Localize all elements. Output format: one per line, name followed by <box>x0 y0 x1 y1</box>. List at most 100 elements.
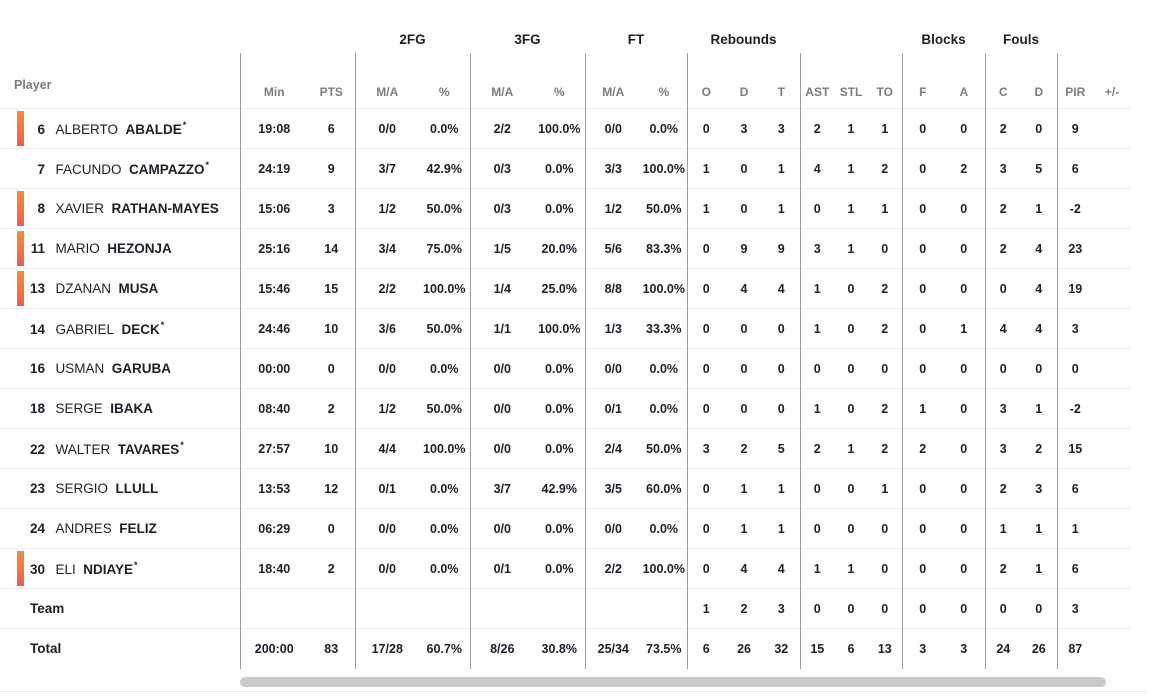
player-name-cell: 16 USMAN GARUBA <box>0 349 240 389</box>
col-header-reb-o: O <box>686 53 726 109</box>
stat-2fg-pct: 0.0% <box>430 561 459 576</box>
player-last-name: NDIAYE <box>83 561 134 577</box>
stat-reb-o: 6 <box>686 628 726 669</box>
stat-pir: 87 <box>1056 628 1094 669</box>
player-row[interactable]: 18 SERGE IBAKA 08:40 2 1/2 50.0% 0/0 0.0… <box>0 388 1132 429</box>
stat-ft-pct: 33.3% <box>646 321 682 336</box>
player-row[interactable]: 11 MARIO HEZONJA 25:16 14 3/4 75.0% 1/5 … <box>0 228 1132 269</box>
player-name-cell: 11 MARIO HEZONJA <box>0 229 240 269</box>
player-name-cell: 6 ALBERTO ABALDE* <box>0 109 240 149</box>
stat-ast: 0 <box>799 348 835 389</box>
player-last-name: CAMPAZZO <box>128 161 205 177</box>
stat-2fg-pct: 0.0% <box>430 481 459 496</box>
team-row: Team 1 2 3 0 0 0 0 0 0 0 3 <box>0 588 1132 629</box>
player-row[interactable]: 6 ALBERTO ABALDE* 19:08 6 0/0 0.0% 2/2 1… <box>0 108 1132 149</box>
stat-blk-f: 0 <box>901 108 944 149</box>
player-row[interactable]: 7 FACUNDO CAMPAZZO* 24:19 9 3/7 42.9% 0/… <box>0 148 1132 189</box>
player-row[interactable]: 16 USMAN GARUBA 00:00 0 0/0 0.0% 0/0 0.0… <box>0 348 1132 389</box>
stat-pir: 0 <box>1056 348 1094 389</box>
col-header-pir: PIR <box>1056 53 1094 109</box>
stat-2fg-ma: 2/2 <box>354 268 419 309</box>
player-row[interactable]: 14 GABRIEL DECK* 24:46 10 3/6 50.0% 1/1 … <box>0 308 1132 349</box>
stat-foul-c: 3 <box>984 148 1022 189</box>
player-row[interactable]: 13 DZANAN MUSA 15:46 15 2/2 100.0% 1/4 2… <box>0 268 1132 309</box>
stat-3fg-pct: 0.0% <box>545 361 574 376</box>
player-name-cell: 22 WALTER TAVARES* <box>0 429 240 469</box>
player-first-name: XAVIER <box>55 201 104 216</box>
stat-reb-o: 0 <box>686 268 726 309</box>
stat-to: 2 <box>881 161 889 176</box>
group-header-ft: FT <box>627 31 645 47</box>
player-first-name: USMAN <box>55 361 105 376</box>
stat-pts: 2 <box>327 561 335 576</box>
horizontal-scrollbar-thumb[interactable] <box>240 677 1106 687</box>
stat-to: 2 <box>881 441 889 456</box>
stat-2fg-ma: 0/0 <box>354 348 419 389</box>
stat-3fg-ma: 2/2 <box>469 108 535 149</box>
stat-reb-t: 0 <box>777 361 785 376</box>
player-first-name: FACUNDO <box>55 161 122 177</box>
stat-blk-a: 3 <box>960 641 968 656</box>
stat-reb-o: 1 <box>686 588 726 629</box>
stat-reb-d: 0 <box>740 161 748 176</box>
stat-blk-a: 0 <box>960 121 968 136</box>
stat-reb-t: 1 <box>777 161 785 176</box>
stat-reb-t: 3 <box>777 121 785 136</box>
stat-foul-d: 5 <box>1035 161 1043 176</box>
stat-foul-d: 1 <box>1035 201 1043 216</box>
player-name-cell: 14 GABRIEL DECK* <box>0 309 240 349</box>
player-name-cell: 23 SERGIO LLULL <box>0 469 240 509</box>
box-score-panel: 2FG 3FG FT Rebounds Blocks Fouls Player … <box>0 25 1161 698</box>
player-first-name: ELI <box>55 561 76 577</box>
player-last-name: MUSA <box>118 281 159 296</box>
player-last-name: TAVARES <box>117 441 180 457</box>
stat-stl: 0 <box>847 401 855 416</box>
col-header-min: Min <box>239 53 308 109</box>
col-header-stl: STL <box>839 85 863 99</box>
player-rows-body: 6 ALBERTO ABALDE* 19:08 6 0/0 0.0% 2/2 1… <box>0 108 1132 589</box>
stat-to: 0 <box>881 241 889 256</box>
stat-reb-t: 1 <box>777 481 785 496</box>
stat-blk-a: 0 <box>960 281 968 296</box>
stat-stl: 1 <box>847 161 855 176</box>
stat-foul-d: 26 <box>1031 641 1046 656</box>
stat-min: 08:40 <box>239 388 308 429</box>
stat-pir: 9 <box>1056 108 1094 149</box>
stat-reb-t: 9 <box>777 241 785 256</box>
stat-3fg-ma: 8/26 <box>469 628 535 669</box>
stat-2fg-ma: 3/6 <box>354 308 419 349</box>
group-header-rebounds: Rebounds <box>710 31 777 47</box>
stat-reb-t: 1 <box>777 201 785 216</box>
player-last-name: GARUBA <box>111 361 171 376</box>
stat-2fg-ma: 0/0 <box>354 108 419 149</box>
stat-reb-o: 0 <box>686 388 726 429</box>
player-row[interactable]: 30 ELI NDIAYE* 18:40 2 0/0 0.0% 0/1 0.0%… <box>0 548 1132 589</box>
stat-blk-f: 0 <box>901 588 944 629</box>
group-header-row: 2FG 3FG FT Rebounds Blocks Fouls <box>0 25 1131 53</box>
stat-ft-pct: 100.0% <box>642 561 685 576</box>
stat-ft-pct <box>641 589 687 629</box>
stat-ft-ma: 1/2 <box>584 188 642 229</box>
stat-blk-a: 0 <box>960 401 968 416</box>
player-row[interactable]: 8 XAVIER RATHAN-MAYES 15:06 3 1/2 50.0% … <box>0 188 1132 229</box>
stat-2fg-pct: 50.0% <box>426 201 462 216</box>
stat-pts: 9 <box>327 161 335 176</box>
stat-2fg-ma: 3/7 <box>354 148 419 189</box>
stat-pir: 1 <box>1056 508 1094 549</box>
stat-ast: 0 <box>799 188 835 229</box>
stat-3fg-pct: 100.0% <box>538 321 581 336</box>
stat-reb-t: 3 <box>777 601 785 616</box>
stat-foul-c: 0 <box>984 268 1022 309</box>
stat-2fg-ma: 3/4 <box>354 228 419 269</box>
stat-pir: 6 <box>1056 548 1094 589</box>
stat-stl: 1 <box>847 241 855 256</box>
stat-blk-a: 0 <box>960 601 968 616</box>
player-row[interactable]: 22 WALTER TAVARES* 27:57 10 4/4 100.0% 0… <box>0 428 1132 469</box>
player-name-cell: 7 FACUNDO CAMPAZZO* <box>0 149 240 189</box>
stat-foul-d: 0 <box>1035 601 1043 616</box>
player-row[interactable]: 23 SERGIO LLULL 13:53 12 0/1 0.0% 3/7 42… <box>0 468 1132 509</box>
stat-pts: 12 <box>324 481 339 496</box>
player-row[interactable]: 24 ANDRES FELIZ 06:29 0 0/0 0.0% 0/0 0.0… <box>0 508 1132 549</box>
stat-reb-d: 9 <box>740 241 748 256</box>
stat-pts: 2 <box>327 401 335 416</box>
